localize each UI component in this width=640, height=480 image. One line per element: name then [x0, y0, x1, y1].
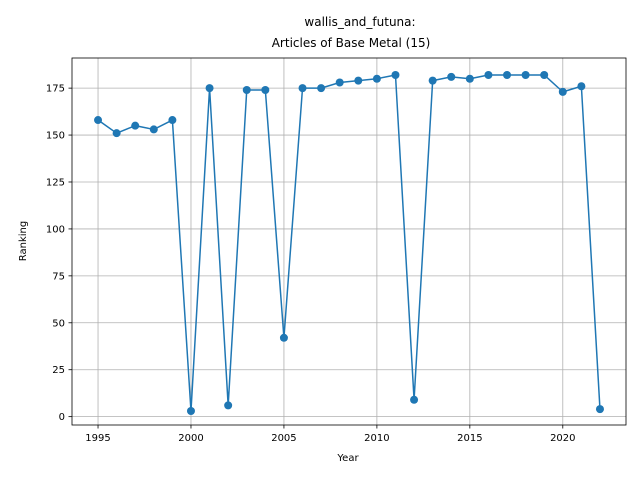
data-point: [503, 70, 512, 79]
plot-frame: [71, 57, 627, 426]
y-tick-label: 0: [59, 412, 65, 423]
data-point: [317, 84, 326, 93]
data-point: [521, 70, 530, 79]
data-point: [540, 70, 549, 79]
series-line: [97, 74, 601, 412]
chart-title: wallis_and_futuna:: [304, 15, 415, 29]
data-point: [279, 333, 288, 342]
x-tick-label: 2005: [271, 433, 296, 444]
data-point: [354, 76, 363, 85]
data-point: [372, 74, 381, 83]
x-tick-label: 2020: [550, 433, 575, 444]
data-point: [242, 86, 251, 95]
data-point: [168, 116, 177, 125]
y-tick-label: 100: [46, 224, 65, 235]
chart-subtitle: Articles of Base Metal (15): [272, 36, 431, 50]
y-tick-label: 50: [52, 318, 65, 329]
data-point: [465, 74, 474, 83]
y-tick-label: 125: [46, 177, 65, 188]
data-point: [428, 76, 437, 85]
data-point: [149, 125, 158, 134]
data-point: [205, 84, 214, 93]
data-point: [484, 70, 493, 79]
x-tick-label: 2000: [178, 433, 203, 444]
data-point: [410, 395, 419, 404]
y-tick-label: 175: [46, 84, 65, 95]
y-tick-label: 75: [52, 271, 65, 282]
data-point: [94, 116, 103, 125]
y-tick-label: 25: [52, 365, 65, 376]
x-tick-label: 1995: [85, 433, 110, 444]
x-tick-label: 2010: [364, 433, 389, 444]
data-point: [131, 121, 140, 130]
x-tick-label: 2015: [457, 433, 482, 444]
data-point: [335, 78, 344, 87]
y-tick-label: 150: [46, 131, 65, 142]
data-point: [391, 70, 400, 79]
data-point: [186, 407, 195, 416]
x-axis-label: Year: [336, 453, 359, 464]
data-point: [224, 401, 233, 410]
grid-layer: [72, 58, 626, 425]
y-axis-label: Ranking: [18, 221, 29, 261]
data-point: [577, 82, 586, 91]
tick-layer: 1995 2000 2005 2010 2015 2020 0 25 50 75 100 125 150…: [46, 84, 576, 444]
data-point: [261, 86, 270, 95]
data-point: [112, 129, 121, 138]
series-layer: [94, 70, 604, 416]
data-point: [595, 405, 604, 414]
data-point: [298, 84, 307, 93]
data-point: [558, 87, 567, 96]
data-point: [447, 72, 456, 81]
